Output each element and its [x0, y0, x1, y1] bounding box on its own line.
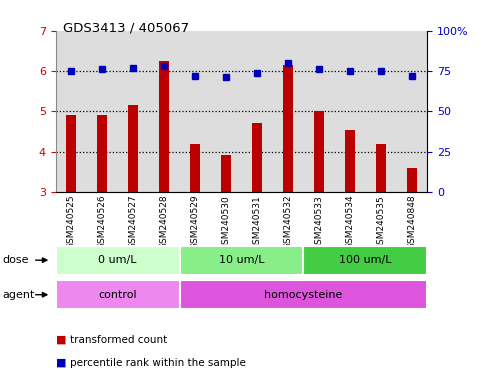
Bar [158, 61, 170, 192]
Bar [128, 105, 139, 192]
Bar [190, 144, 200, 192]
Bar [56, 280, 180, 309]
Bar [56, 31, 86, 192]
Bar [117, 31, 149, 192]
Bar [56, 246, 180, 275]
Bar [180, 31, 211, 192]
Bar [117, 31, 149, 192]
Text: ■: ■ [56, 358, 66, 368]
Text: 100 um/L: 100 um/L [339, 255, 392, 265]
Text: dose: dose [2, 255, 29, 265]
Text: control: control [98, 290, 137, 300]
Bar [272, 31, 303, 192]
Bar [366, 31, 397, 192]
Bar [149, 31, 180, 192]
Text: 0 um/L: 0 um/L [98, 255, 137, 265]
Bar [313, 111, 325, 192]
Bar [86, 31, 117, 192]
Bar [283, 65, 293, 192]
Text: homocysteine: homocysteine [264, 290, 342, 300]
Bar [397, 31, 427, 192]
Bar [252, 124, 262, 192]
Bar [242, 31, 272, 192]
Bar [86, 31, 117, 192]
Bar [344, 129, 355, 192]
Bar [97, 115, 107, 192]
Bar [397, 31, 427, 192]
Bar [366, 31, 397, 192]
Bar [211, 31, 242, 192]
Bar [303, 31, 334, 192]
Bar [334, 31, 366, 192]
Bar [407, 168, 417, 192]
Bar [56, 31, 86, 192]
Bar [303, 246, 427, 275]
Bar [66, 115, 76, 192]
Bar [376, 144, 386, 192]
Bar [303, 31, 334, 192]
Text: ■: ■ [56, 335, 66, 345]
Bar [211, 31, 242, 192]
Text: 10 um/L: 10 um/L [219, 255, 264, 265]
Text: agent: agent [2, 290, 35, 300]
Text: transformed count: transformed count [70, 335, 167, 345]
Bar [180, 280, 427, 309]
Bar [149, 31, 180, 192]
Bar [334, 31, 366, 192]
Bar [272, 31, 303, 192]
Text: percentile rank within the sample: percentile rank within the sample [70, 358, 246, 368]
Bar [221, 155, 231, 192]
Bar [180, 31, 211, 192]
Text: GDS3413 / 405067: GDS3413 / 405067 [63, 21, 189, 34]
Bar [180, 246, 303, 275]
Bar [242, 31, 272, 192]
